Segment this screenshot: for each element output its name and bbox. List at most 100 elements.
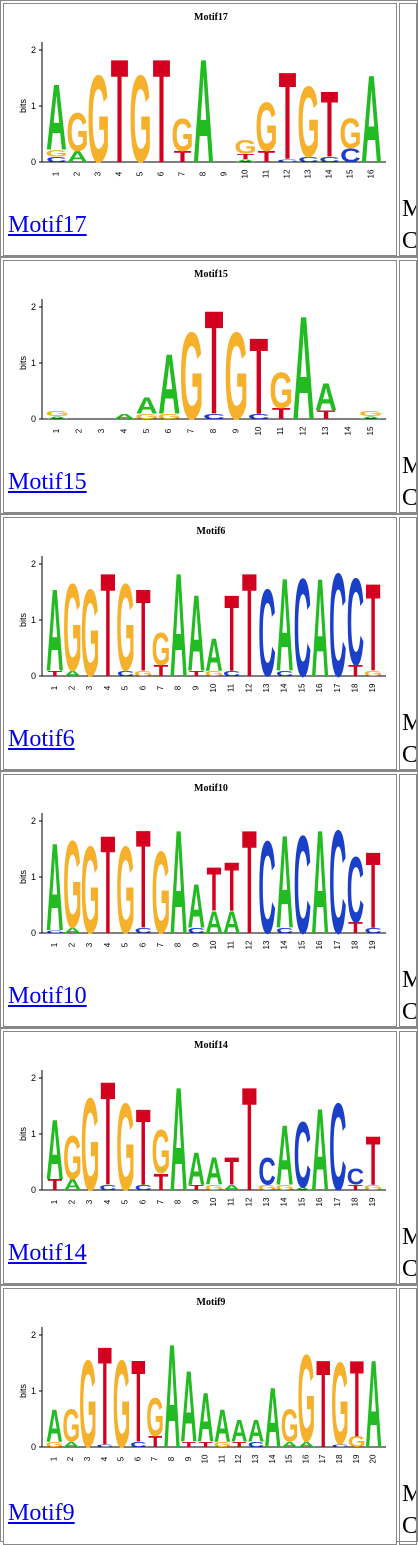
motif-info-cell: MC <box>399 517 417 770</box>
info-text-line: C <box>402 999 417 1025</box>
logo-letter-G: G <box>116 821 135 957</box>
logo-letter-G: G <box>129 50 151 186</box>
motif-link[interactable]: Motif6 <box>8 726 75 752</box>
position-label: 8 <box>174 942 183 947</box>
position-label: 13 <box>251 1454 260 1463</box>
logo-letter-G: G <box>63 1122 82 1192</box>
logo-letter-G: G <box>258 1183 277 1192</box>
info-text-line: M <box>402 1224 416 1250</box>
motif-info-cell: MC <box>399 1031 417 1284</box>
position-label: 11 <box>276 426 285 435</box>
logo-letter-T: T <box>154 1170 169 1196</box>
logo-letter-A: A <box>113 412 135 421</box>
position-label: 7 <box>187 428 196 433</box>
logo-letter-G: G <box>269 362 293 419</box>
logo-letter-A: A <box>276 1108 293 1203</box>
position-label: 4 <box>100 1456 109 1461</box>
logo-letter-T: T <box>348 663 363 680</box>
motif-link[interactable]: Motif15 <box>8 469 87 495</box>
logo-letter-C: C <box>298 155 319 164</box>
logo-letter-T: T <box>366 829 381 951</box>
logo-letter-A: A <box>205 628 222 681</box>
logo-letter-G: G <box>135 412 159 421</box>
position-label: 12 <box>283 169 292 178</box>
logo-letter-G: G <box>364 1183 383 1192</box>
logo-letter-T: T <box>136 565 151 695</box>
motif-link[interactable]: Motif14 <box>8 1240 87 1266</box>
y-axis-label: bits <box>18 870 28 885</box>
position-label: 20 <box>369 1454 378 1463</box>
position-label: 2 <box>68 1199 77 1204</box>
logo-letter-G: G <box>152 828 171 957</box>
logo-letter-G: G <box>62 1399 80 1451</box>
info-text-line: C <box>402 1256 417 1282</box>
logo-letter-G: G <box>116 558 135 697</box>
position-label: 15 <box>285 1454 294 1463</box>
logo-letter-C: C <box>117 669 134 678</box>
position-label: 15 <box>366 426 375 435</box>
position-label: 12 <box>234 1454 243 1463</box>
logo-letter-G: G <box>339 109 361 157</box>
motif-row: 0 1 2 bits Motif6 1 T A 2 A G 3 G 4 T 5 C G 6 G T 7 T G 8 A 9 T A 10 G… <box>0 514 418 771</box>
y-tick-label: 1 <box>31 872 36 882</box>
logo-letter-A: A <box>265 1370 282 1466</box>
position-label: 8 <box>167 1456 176 1461</box>
logo-letter-T: T <box>189 1183 204 1192</box>
y-axis-label: bits <box>18 1127 28 1142</box>
logo-title: Motif9 <box>197 1297 226 1308</box>
logo-title: Motif10 <box>194 783 228 794</box>
logo-letter-T: T <box>279 48 296 186</box>
motif-info-cell: MC <box>399 260 417 513</box>
y-tick-label: 0 <box>31 671 36 681</box>
logo-letter-T: T <box>366 1123 381 1201</box>
position-label: 7 <box>156 942 165 947</box>
logo-letter-C: C <box>130 1440 147 1449</box>
position-label: 11 <box>227 940 236 949</box>
logo-letter-C: C <box>294 551 311 700</box>
logo-letter-T: T <box>101 808 116 957</box>
logo-letter-C: C <box>258 815 275 957</box>
y-tick-label: 1 <box>31 358 36 368</box>
logo-letter-A: A <box>293 285 315 443</box>
info-text-line: C <box>402 742 417 768</box>
logo-letter-T: T <box>348 1183 363 1192</box>
position-label: 1 <box>50 942 59 947</box>
position-label: 12 <box>244 1197 253 1206</box>
y-tick-label: 0 <box>31 414 36 424</box>
info-text-line: M <box>402 967 416 993</box>
position-label: 9 <box>184 1456 193 1461</box>
motif-link[interactable]: Motif9 <box>8 1500 75 1526</box>
logo-letter-G: G <box>81 1072 100 1214</box>
position-label: 3 <box>85 685 94 690</box>
logo-letter-A: A <box>193 29 214 186</box>
motif-logo-cell: 0 1 2 bits Motif6 1 T A 2 A G 3 G 4 T 5 C G 6 G T 7 T G 8 A 9 T A 10 G… <box>3 517 397 770</box>
y-axis-label: bits <box>18 356 28 371</box>
logo-letter-G: G <box>46 1440 64 1449</box>
logo-letter-T: T <box>224 1150 239 1193</box>
info-text-line: C <box>402 228 417 254</box>
position-label: 6 <box>133 1456 142 1461</box>
motif-row: 0 1 2 bits Motif10 1 C A 2 A G 3 G 4 T 5 G 6 C T 7 G 8 A 9 C A 10 A T… <box>0 771 418 1028</box>
logo-letter-G: G <box>134 669 153 678</box>
position-label: 15 <box>297 940 306 949</box>
motif-link[interactable]: Motif10 <box>8 983 87 1009</box>
position-label: 17 <box>333 1197 342 1206</box>
position-label: 15 <box>297 683 306 692</box>
logo-letter-C: C <box>332 1444 349 1448</box>
position-label: 5 <box>142 428 151 433</box>
y-tick-label: 1 <box>31 615 36 625</box>
logo-letter-C: C <box>248 412 270 421</box>
logo-letter-A: A <box>235 159 256 163</box>
position-label: 9 <box>191 942 200 947</box>
motif-link[interactable]: Motif17 <box>8 212 87 238</box>
position-label: 10 <box>254 426 263 435</box>
logo-letter-C: C <box>329 800 346 957</box>
logo-letter-G: G <box>63 815 82 954</box>
position-label: 6 <box>138 1199 147 1204</box>
logo-letter-T: T <box>317 408 336 421</box>
logo-letter-T: T <box>272 406 291 423</box>
logo-letter-A: A <box>231 1413 248 1448</box>
